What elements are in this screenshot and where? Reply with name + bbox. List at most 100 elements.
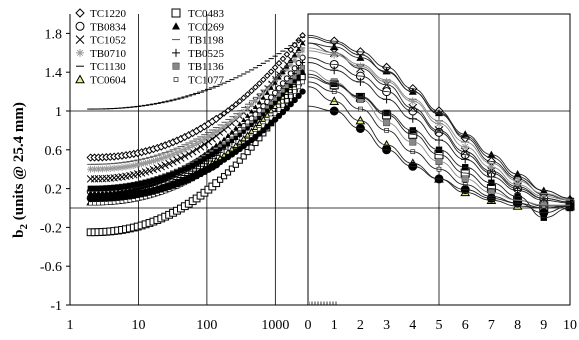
marker-asterisk — [208, 130, 216, 138]
legend-entry: TC0269 — [172, 21, 225, 33]
marker-square-filled — [134, 181, 141, 188]
marker-square-filled — [269, 104, 274, 109]
marker-square-filled — [265, 108, 270, 113]
marker-diamond — [275, 59, 283, 67]
marker-asterisk — [173, 149, 181, 157]
marker-dot-small — [296, 84, 301, 90]
y-axis-label: b2 (units @ 25.4 mm) — [11, 102, 30, 238]
marker-triangle-filled — [233, 125, 239, 131]
marker-dot-small — [173, 77, 179, 82]
marker-circle-open — [295, 59, 302, 67]
series-left-13 — [87, 70, 305, 192]
marker-asterisk — [233, 115, 239, 121]
marker-asterisk — [138, 160, 146, 168]
marker-square-filled — [257, 115, 262, 121]
legend-entry: TC0483 — [171, 8, 225, 20]
marker-square-filled — [119, 184, 125, 190]
marker-asterisk — [157, 155, 165, 163]
marker-plus — [172, 48, 180, 57]
marker-triangle-filled — [229, 129, 235, 134]
legend-entry: TB1136 — [172, 61, 224, 73]
marker-asterisk-box — [288, 79, 294, 85]
marker-square-filled — [115, 184, 121, 191]
legend-label: TC0604 — [90, 75, 127, 87]
marker-triangle-yellow — [240, 135, 248, 142]
marker-square-filled — [182, 166, 188, 172]
x-tick-label-right: 1 — [331, 318, 338, 333]
marker-diamond — [299, 32, 306, 39]
marker-x — [173, 156, 181, 164]
marker-square-filled — [146, 178, 153, 185]
marker-square-filled — [103, 185, 110, 191]
marker-x — [149, 165, 158, 174]
marker-diamond — [232, 101, 240, 108]
y-tick-label: 0.6 — [45, 144, 63, 159]
marker-asterisk — [264, 87, 270, 93]
x-tick-label-right: 6 — [462, 318, 469, 333]
series-left-TC1220 — [86, 32, 306, 162]
legend-label: TB1198 — [188, 35, 224, 47]
marker-asterisk-box — [272, 96, 278, 102]
marker-diamond — [271, 64, 279, 71]
marker-square-filled — [174, 169, 180, 176]
marker-triangle-yellow — [271, 102, 279, 109]
marker-square-open — [212, 179, 221, 188]
legend-label: TC0483 — [188, 8, 225, 20]
marker-asterisk — [91, 165, 98, 173]
marker-diamond — [244, 91, 251, 98]
marker-square-filled — [261, 112, 266, 117]
marker-asterisk — [221, 123, 227, 130]
x-tick-label-right: 10 — [563, 318, 577, 333]
x-tick-label-left: 1000 — [261, 318, 289, 333]
marker-square-open — [299, 73, 306, 81]
marker-plus — [299, 59, 306, 66]
legend-entry: TC1130 — [76, 61, 126, 73]
marker-dot-small — [284, 98, 290, 104]
curve-TC1077 — [307, 81, 571, 209]
x-tick-label-right: 3 — [383, 318, 390, 333]
marker-asterisk — [98, 165, 106, 173]
marker-square-filled — [249, 123, 254, 128]
marker-triangle-filled — [237, 121, 243, 127]
marker-asterisk — [296, 53, 302, 59]
curve-TC1220 — [307, 34, 571, 201]
marker-square-filled — [229, 138, 235, 143]
marker-x — [165, 159, 173, 168]
x-tick-label-left: 1 — [67, 318, 74, 333]
legend-entry: TB0710 — [76, 48, 127, 60]
series-right-TB0710 — [330, 50, 574, 205]
marker-dot-small — [288, 93, 294, 99]
marker-square-open — [171, 8, 181, 18]
marker-square-open — [248, 144, 255, 151]
legend-label: TB0710 — [90, 48, 127, 60]
marker-asterisk — [241, 108, 247, 114]
marker-asterisk — [185, 144, 193, 151]
series-left-TC1130 — [87, 36, 306, 110]
legend-label: TC1052 — [90, 35, 126, 47]
marker-square-open — [217, 176, 224, 183]
marker-square-filled — [91, 185, 98, 192]
marker-square-filled — [225, 141, 231, 146]
series-left-TB1198 — [87, 47, 306, 165]
marker-square-filled — [186, 164, 192, 170]
legend-entry: TB1198 — [172, 35, 224, 47]
marker-dot-small — [280, 102, 286, 108]
marker-triangle-yellow — [252, 123, 259, 130]
marker-asterisk — [193, 140, 200, 147]
fit-curves — [307, 34, 571, 219]
marker-asterisk — [217, 126, 223, 132]
x-tick-label-right: 5 — [436, 318, 443, 333]
marker-circle-filled — [295, 92, 302, 99]
marker-square-filled — [284, 88, 289, 93]
marker-square-filled — [237, 132, 242, 137]
marker-asterisk — [106, 165, 114, 172]
marker-square-filled — [241, 129, 246, 134]
marker-x — [177, 154, 185, 162]
legend-entry: TB0834 — [75, 21, 127, 33]
marker-diamond — [252, 83, 259, 91]
x-tick-label-right: 7 — [488, 318, 495, 333]
marker-square-filled — [111, 184, 117, 191]
marker-asterisk — [284, 66, 290, 72]
marker-square-filled — [158, 175, 164, 181]
marker-asterisk — [110, 164, 118, 172]
